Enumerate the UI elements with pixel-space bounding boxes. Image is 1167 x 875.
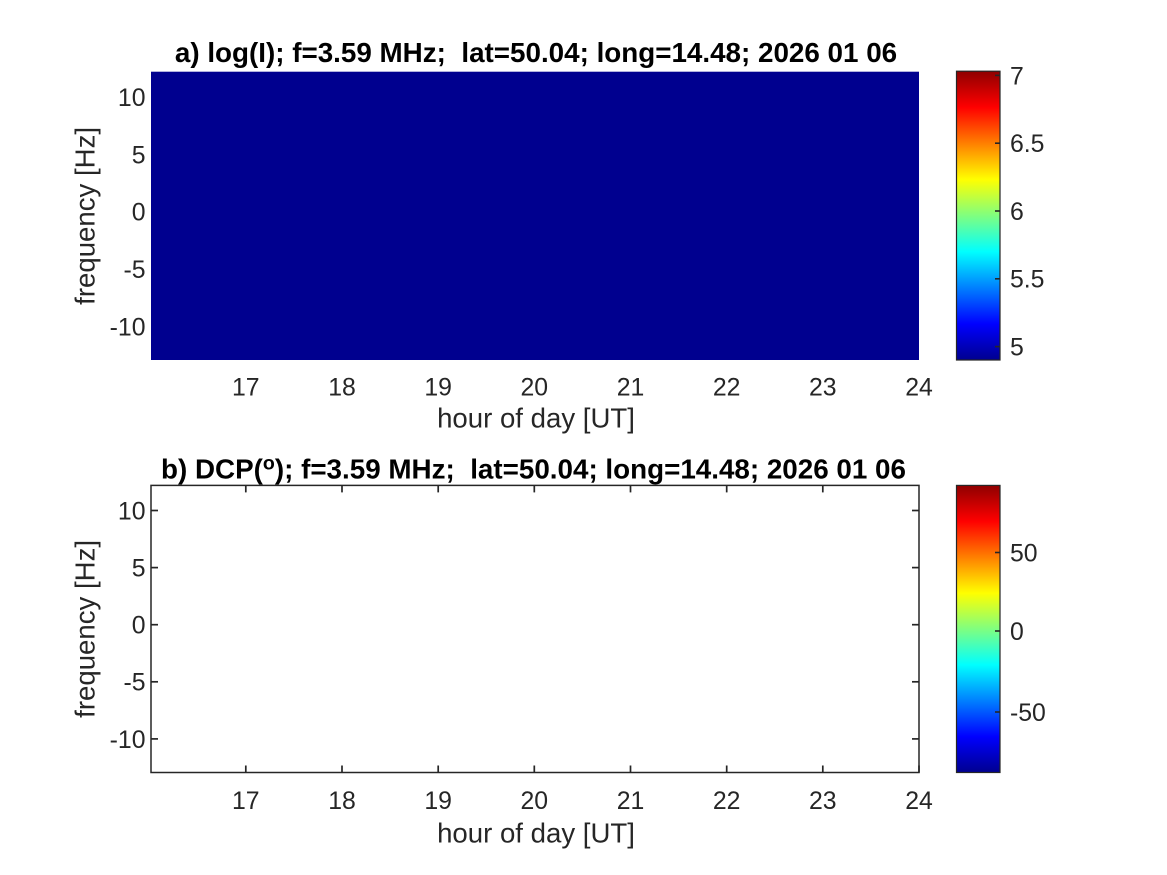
svg-text:21: 21 xyxy=(617,788,645,815)
svg-text:-50: -50 xyxy=(1010,700,1046,727)
svg-text:0: 0 xyxy=(1010,619,1024,646)
svg-text:6.5: 6.5 xyxy=(1010,131,1044,158)
svg-text:5.5: 5.5 xyxy=(1010,267,1044,294)
svg-text:0: 0 xyxy=(132,200,146,227)
svg-text:a) log(I); f=3.59 MHz; lat=50: a) log(I); f=3.59 MHz; lat=50.04; long=1… xyxy=(175,37,897,68)
svg-text:5: 5 xyxy=(132,142,146,169)
svg-text:24: 24 xyxy=(905,788,933,815)
svg-text:20: 20 xyxy=(521,375,549,402)
svg-text:10: 10 xyxy=(118,498,146,525)
svg-text:-10: -10 xyxy=(110,727,146,754)
svg-text:frequency [Hz]: frequency [Hz] xyxy=(70,127,101,305)
svg-text:0: 0 xyxy=(132,613,146,640)
svg-text:5: 5 xyxy=(1010,335,1024,362)
svg-text:18: 18 xyxy=(328,788,356,815)
svg-text:-5: -5 xyxy=(123,257,145,284)
svg-text:10: 10 xyxy=(118,85,146,112)
svg-text:19: 19 xyxy=(424,375,452,402)
svg-text:b) DCP(o); f=3.59 MHz; lat=50: b) DCP(o); f=3.59 MHz; lat=50.04; long=1… xyxy=(161,452,906,484)
svg-text:22: 22 xyxy=(713,375,741,402)
svg-text:5: 5 xyxy=(132,556,146,583)
svg-text:17: 17 xyxy=(232,788,260,815)
svg-text:23: 23 xyxy=(809,375,837,402)
svg-text:7: 7 xyxy=(1010,63,1024,90)
svg-text:18: 18 xyxy=(328,375,356,402)
svg-text:20: 20 xyxy=(521,788,549,815)
svg-text:22: 22 xyxy=(713,788,741,815)
svg-text:50: 50 xyxy=(1010,540,1038,567)
svg-text:-5: -5 xyxy=(123,670,145,697)
svg-text:19: 19 xyxy=(424,788,452,815)
svg-text:24: 24 xyxy=(905,375,933,402)
svg-text:hour of day [UT]: hour of day [UT] xyxy=(437,403,635,434)
svg-text:hour of day [UT]: hour of day [UT] xyxy=(437,818,635,849)
svg-text:6: 6 xyxy=(1010,199,1024,226)
svg-text:21: 21 xyxy=(617,375,645,402)
svg-text:-10: -10 xyxy=(110,314,146,341)
svg-text:23: 23 xyxy=(809,788,837,815)
svg-text:frequency [Hz]: frequency [Hz] xyxy=(70,540,101,718)
svg-text:17: 17 xyxy=(232,375,260,402)
